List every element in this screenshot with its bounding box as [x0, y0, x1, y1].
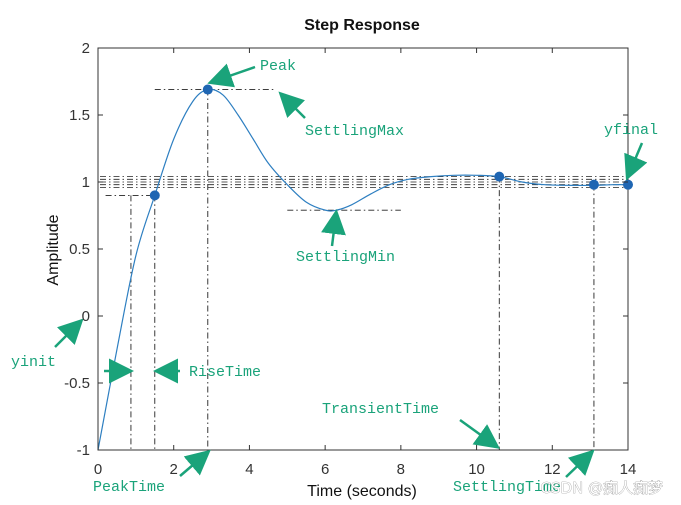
plot-area — [97, 47, 629, 451]
yinit-label: yinit — [11, 354, 56, 371]
marker-yfinal — [623, 179, 633, 190]
yfinal-arrow — [624, 142, 648, 181]
x-tick-label: 10 — [468, 461, 485, 478]
peak-arrow — [207, 63, 256, 88]
y-tick-label: -1 — [77, 442, 90, 459]
x-tick-label: 6 — [321, 461, 329, 478]
x-tick-label: 12 — [544, 461, 561, 478]
transienttime-label: TransientTime — [322, 401, 439, 418]
axis-ticks — [97, 47, 629, 451]
marker-risetime — [149, 190, 160, 201]
settlingtime-arrow — [565, 449, 595, 478]
x-tick-label: 2 — [170, 461, 178, 478]
y-tick-label: 1 — [82, 174, 90, 191]
reference-lines — [100, 89, 628, 450]
settlingmax-label: SettlingMax — [305, 123, 404, 140]
x-tick-label: 4 — [245, 461, 253, 478]
watermark: CSDN @痴人痴梦 — [540, 479, 663, 497]
marker-peak — [202, 84, 213, 95]
y-tick-label: 1.5 — [69, 107, 90, 124]
y-axis-label: Amplitude — [45, 214, 62, 285]
peaktime-arrow — [179, 449, 211, 477]
settlingtime-label: SettlingTime — [453, 479, 561, 496]
x-tick-label: 8 — [397, 461, 405, 478]
x-tick-label: 0 — [94, 461, 102, 478]
annotation-arrows — [54, 63, 648, 478]
peak-label: Peak — [260, 58, 296, 75]
y-tick-label: 2 — [82, 40, 90, 57]
risetime-label: RiseTime — [189, 364, 261, 381]
chart-title: Step Response — [304, 17, 420, 34]
settlingmin-label: SettlingMin — [296, 249, 395, 266]
marker-settlingtime — [588, 179, 599, 190]
yinit-arrow — [54, 318, 84, 348]
peaktime-label: PeakTime — [93, 479, 165, 496]
y-tick-label: 0 — [82, 308, 90, 325]
y-tick-label: -0.5 — [64, 375, 90, 392]
yfinal-label: yfinal — [604, 122, 658, 139]
text-labels: 0 2 4 6 8 10 12 14 -1 -0.5 0 0.5 1 1.5 2 Step Response T… — [11, 17, 663, 500]
settlingmin-arrow — [321, 209, 346, 247]
y-tick-label: 0.5 — [69, 241, 90, 258]
x-tick-label: 14 — [620, 461, 637, 478]
settlingmax-arrow — [278, 91, 306, 119]
marker-transienttime — [494, 171, 505, 182]
transienttime-arrow — [459, 418, 501, 449]
x-axis-label: Time (seconds) — [307, 483, 417, 500]
